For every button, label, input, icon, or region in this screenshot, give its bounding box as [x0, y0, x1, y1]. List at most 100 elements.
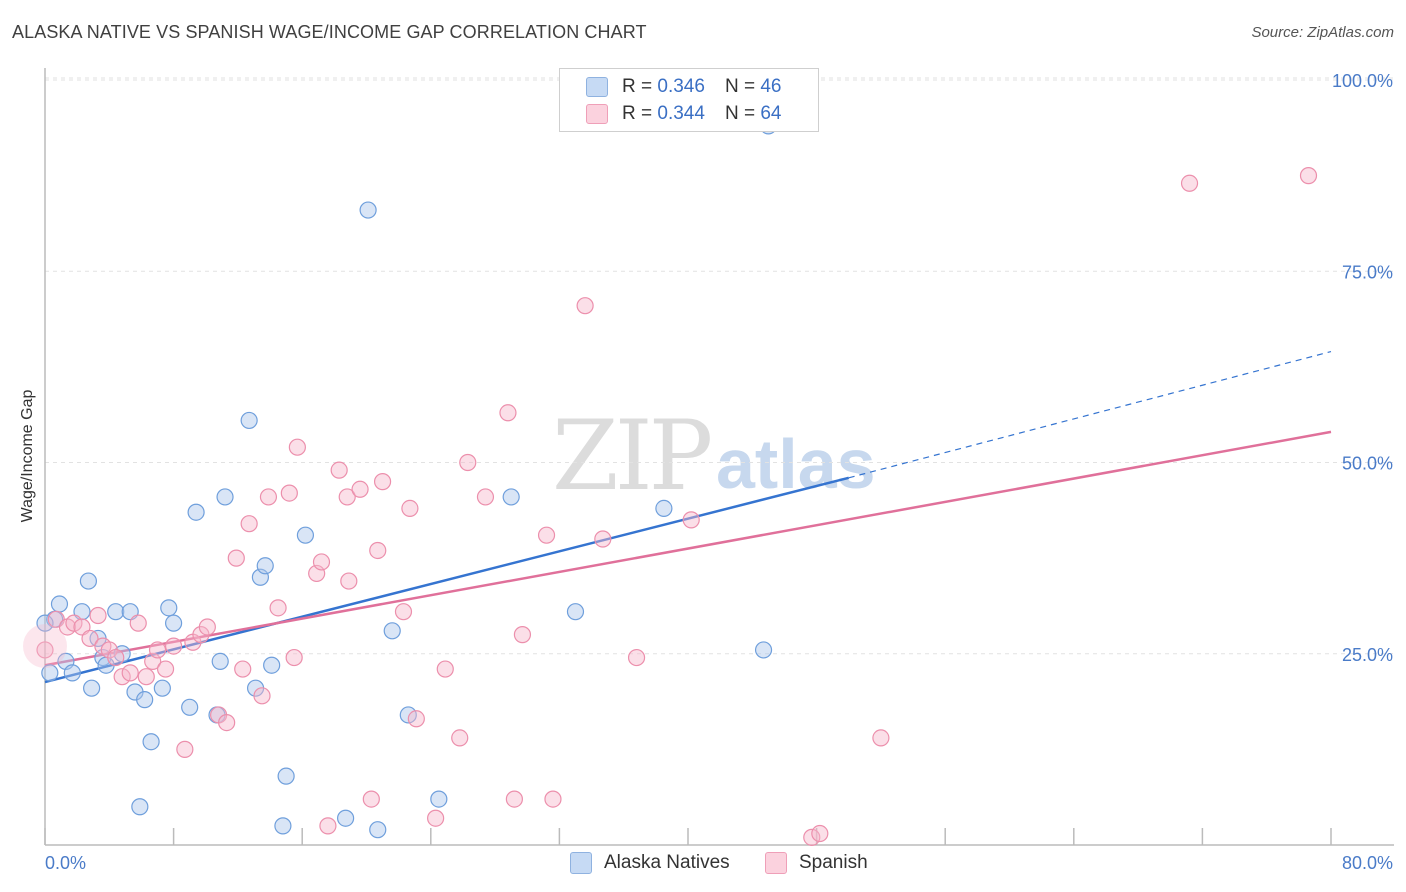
legend-row-spanish: R = 0.344 N = 64 [586, 102, 781, 126]
spanish-point [811, 824, 829, 843]
spanish-point [227, 549, 245, 567]
spanish-point [234, 660, 252, 678]
spanish-point [401, 499, 419, 517]
spanish-point [176, 740, 194, 758]
alaska-trend-extension [848, 350, 1332, 479]
alaska-point [399, 706, 417, 724]
alaska-point [263, 656, 281, 674]
alaska-point [41, 664, 59, 682]
data-points [23, 117, 1318, 846]
spanish-point [459, 453, 477, 472]
alaska-point [566, 603, 585, 621]
n-label: N = [724, 103, 756, 124]
spanish-point [627, 648, 646, 667]
legend-swatch-alaska-natives [570, 852, 592, 874]
alaska-point [160, 599, 178, 617]
correlation-legend: R = 0.346 N = 46 R = 0.344 N = 64 [559, 68, 819, 132]
alaska-point [131, 798, 149, 816]
spanish-point [505, 790, 523, 808]
spanish-cluster-point [23, 624, 67, 669]
spanish-point [682, 511, 700, 529]
spanish-point [36, 641, 54, 659]
spanish-point [338, 488, 356, 506]
r-label: R = [622, 76, 653, 97]
y-tick-label: 75.0% [1342, 262, 1393, 282]
spanish-point [137, 668, 155, 686]
n-value: 64 [760, 103, 782, 124]
spanish-point [1180, 174, 1199, 192]
alaska-point [36, 614, 54, 632]
gridlines [45, 77, 1394, 655]
spanish-point [369, 541, 387, 560]
spanish-point [218, 713, 236, 732]
legend-swatch-spanish [586, 104, 608, 124]
alaska-point [153, 679, 171, 697]
alaska-point [383, 622, 401, 640]
spanish-point [148, 641, 167, 659]
alaska-point [142, 733, 160, 751]
tick-labels: 25.0% 50.0% 75.0% 100.0% 0.0% 80.0% [45, 71, 1393, 873]
alaska-point [63, 664, 81, 682]
chart-title: ALASKA NATIVE VS SPANISH WAGE/INCOME GAP… [12, 22, 647, 42]
legend-label-spanish: Spanish [799, 852, 868, 873]
spanish-point [312, 553, 331, 571]
alaska-point [165, 614, 183, 632]
alaska-trend-line [44, 476, 850, 684]
legend-swatch-spanish [765, 852, 787, 874]
n-label: N = [724, 76, 756, 97]
alaska-point [256, 557, 274, 575]
spanish-point [107, 648, 125, 667]
spanish-point [253, 687, 271, 705]
alaska-point [107, 603, 125, 621]
legend-label-alaska-natives: Alaska Natives [604, 852, 730, 873]
spanish-point [407, 710, 425, 728]
y-tick-label: 50.0% [1342, 454, 1393, 474]
spanish-point [1299, 167, 1318, 185]
spanish-point [362, 790, 380, 808]
r-value: 0.344 [657, 103, 705, 124]
spanish-point [451, 729, 469, 747]
spanish-trend-line [44, 430, 1332, 667]
alaska-point [502, 488, 520, 506]
r-value: 0.346 [657, 76, 705, 97]
trend-lines [44, 350, 1332, 684]
spanish-point [427, 809, 445, 827]
spanish-point [113, 668, 131, 686]
alaska-point [79, 572, 98, 590]
spanish-point [121, 664, 139, 682]
spanish-point [476, 488, 495, 506]
spanish-point [351, 480, 369, 498]
alaska-point [296, 526, 315, 544]
alaska-point [136, 691, 154, 709]
alaska-point [430, 790, 448, 808]
n-value: 46 [760, 76, 782, 97]
r-label: R = [622, 103, 653, 124]
spanish-point [576, 297, 594, 315]
spanish-point [537, 526, 556, 544]
y-tick-label: 100.0% [1332, 71, 1393, 91]
spanish-point [129, 614, 147, 632]
series-legend: Alaska Natives Spanish [0, 852, 1406, 878]
alaska-point [211, 652, 229, 671]
spanish-point [513, 626, 532, 644]
spanish-point [198, 618, 216, 636]
y-tick-label: 25.0% [1342, 645, 1393, 665]
spanish-point [330, 461, 348, 479]
spanish-point [544, 790, 562, 808]
spanish-point [872, 729, 890, 747]
spanish-point [319, 817, 337, 835]
spanish-point [259, 488, 278, 506]
spanish-point [288, 438, 306, 456]
alaska-point [187, 503, 205, 521]
spanish-point [594, 530, 612, 548]
x-tick-label-min: 0.0% [45, 853, 86, 873]
spanish-point [436, 660, 454, 678]
x-tick-label-max: 80.0% [1342, 853, 1393, 873]
alaska-point [754, 641, 773, 659]
spanish-point [499, 404, 517, 422]
alaska-point [655, 499, 673, 517]
legend-item-spanish[interactable]: Spanish [765, 852, 868, 874]
spanish-point [340, 572, 358, 590]
alaska-point [50, 595, 69, 613]
legend-item-alaska-natives[interactable]: Alaska Natives [570, 852, 730, 874]
